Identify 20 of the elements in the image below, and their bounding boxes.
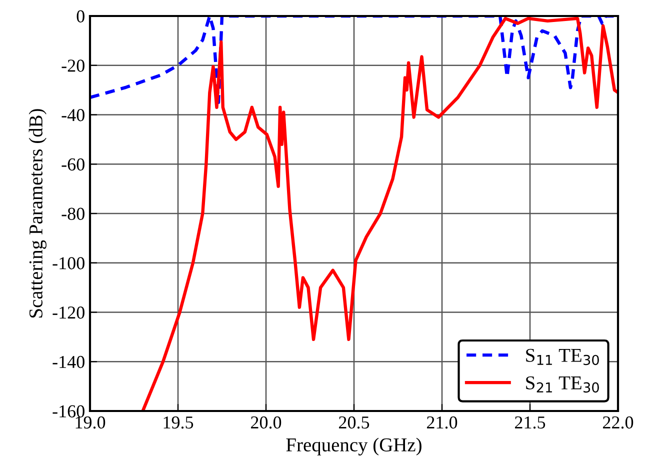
x-tick-label: 20.0 bbox=[250, 416, 282, 429]
y-tick-label: -20 bbox=[62, 60, 84, 72]
x-axis-title: Frequency (GHz) bbox=[286, 438, 422, 456]
x-tick-label: 21.5 bbox=[514, 416, 546, 429]
x-tick-label: 19.5 bbox=[164, 416, 194, 429]
x-tick-label: 19.0 bbox=[76, 416, 106, 429]
x-tick-label: 21.0 bbox=[426, 416, 458, 429]
y-tick-label: -60 bbox=[62, 158, 84, 171]
y-tick-label: -140 bbox=[52, 356, 84, 368]
legend-label: S$_{21}$ TE$_{30}$ bbox=[526, 376, 599, 393]
y-tick-label: -40 bbox=[62, 109, 84, 122]
y-tick-label: -120 bbox=[52, 306, 84, 319]
legend-label: S$_{11}$ TE$_{30}$ bbox=[526, 348, 599, 366]
y-tick-label: -100 bbox=[52, 257, 84, 270]
y-tick-label: -80 bbox=[62, 208, 84, 220]
y-axis-title: Scattering Parameters (dB) bbox=[28, 109, 46, 318]
x-tick-label: 20.5 bbox=[338, 416, 370, 429]
x-tick-label: 22.0 bbox=[602, 416, 634, 429]
y-tick-label: 0 bbox=[76, 10, 84, 22]
y-tick-label: -160 bbox=[52, 405, 84, 418]
